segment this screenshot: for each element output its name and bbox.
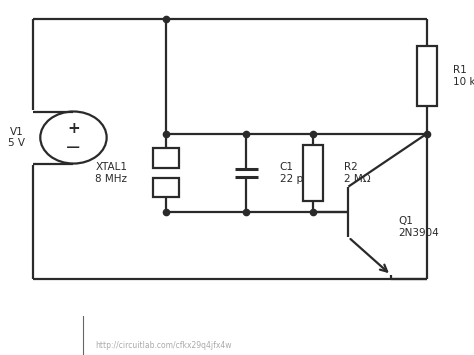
Bar: [417, 47, 437, 106]
Bar: [153, 148, 179, 168]
Text: Alex Feb (febb) / Simple Crystal Oscillator: Alex Feb (febb) / Simple Crystal Oscilla…: [95, 322, 262, 331]
Text: XTAL1
8 MHz: XTAL1 8 MHz: [95, 162, 128, 184]
Text: +: +: [67, 121, 80, 136]
Text: —⧯—  LAB: —⧯— LAB: [12, 342, 51, 351]
Text: http://circuitlab.com/cfkx29q4jfx4w: http://circuitlab.com/cfkx29q4jfx4w: [95, 341, 231, 350]
Bar: [153, 178, 179, 197]
Text: R1
10 kΩ: R1 10 kΩ: [453, 65, 474, 87]
Text: CIRCUIT: CIRCUIT: [9, 323, 50, 332]
Text: R2
2 MΩ: R2 2 MΩ: [344, 162, 370, 184]
Bar: [303, 145, 323, 201]
Text: −: −: [65, 138, 82, 157]
Text: Q1
2N3904: Q1 2N3904: [398, 216, 439, 237]
Text: V1
5 V: V1 5 V: [8, 127, 25, 148]
Text: C1
22 pF: C1 22 pF: [280, 162, 309, 184]
